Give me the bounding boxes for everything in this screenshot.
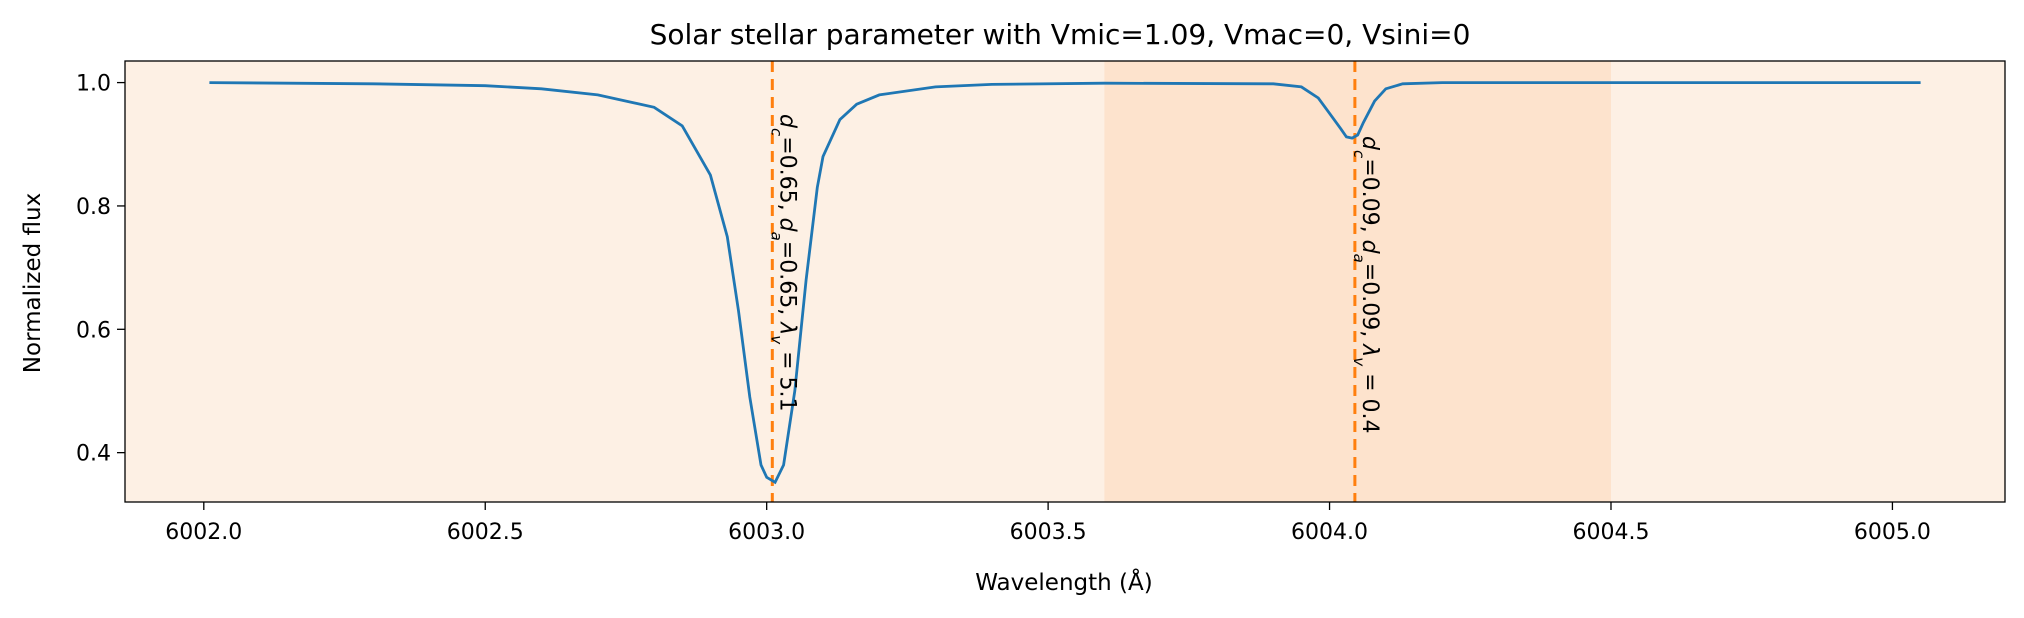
line-annotations: dc=0.65, da=0.65, λv = 5.1 dc=0.09, da=0.… bbox=[767, 114, 1382, 434]
y-tick-label: 0.6 bbox=[76, 318, 111, 343]
x-tick-label: 6003.5 bbox=[1010, 520, 1087, 545]
y-axis-label: Normalized flux bbox=[20, 193, 46, 373]
x-tick-label: 6005.0 bbox=[1854, 520, 1931, 545]
plot-background bbox=[125, 61, 2005, 502]
y-tick-label: 0.8 bbox=[76, 195, 111, 220]
x-tick-label: 6004.0 bbox=[1291, 520, 1368, 545]
x-tick-label: 6002.0 bbox=[165, 520, 242, 545]
line-markers bbox=[770, 61, 1357, 502]
spectrum-line bbox=[209, 81, 1921, 485]
y-tick-label: 0.4 bbox=[76, 442, 111, 467]
x-axis-ticks: 6002.0 6002.5 6003.0 6003.5 6004.0 6004.5 6005… bbox=[165, 502, 1931, 545]
line-annotation: dc=0.65, da=0.65, λv = 5.1 bbox=[767, 114, 799, 412]
line-annotation: dc=0.09, da=0.09, λv = 0.4 bbox=[1350, 136, 1382, 434]
x-tick-label: 6004.5 bbox=[1572, 520, 1649, 545]
x-axis-label: Wavelength (Å) bbox=[975, 568, 1152, 596]
plot-frame bbox=[124, 60, 2006, 503]
y-tick-label: 1.0 bbox=[76, 72, 111, 97]
y-axis-ticks: 0.4 0.6 0.8 1.0 bbox=[76, 72, 125, 467]
x-tick-label: 6003.0 bbox=[728, 520, 805, 545]
x-tick-label: 6002.5 bbox=[447, 520, 524, 545]
chart-title: Solar stellar parameter with Vmic=1.09, … bbox=[650, 18, 1471, 51]
